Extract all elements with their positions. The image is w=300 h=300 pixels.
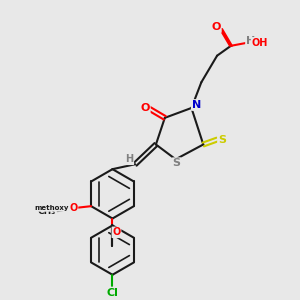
Text: S: S <box>172 158 181 168</box>
Text: Cl: Cl <box>106 287 119 298</box>
Text: S: S <box>218 135 226 145</box>
Text: O: O <box>112 227 121 237</box>
Text: O: O <box>69 203 77 213</box>
Text: OH: OH <box>252 38 268 48</box>
Text: O: O <box>212 22 221 32</box>
Text: N: N <box>192 100 201 110</box>
Text: O: O <box>140 103 150 113</box>
Text: H: H <box>125 154 133 164</box>
Text: H: H <box>246 36 255 46</box>
Text: CH₃: CH₃ <box>38 207 56 216</box>
Text: methoxy: methoxy <box>34 205 69 211</box>
